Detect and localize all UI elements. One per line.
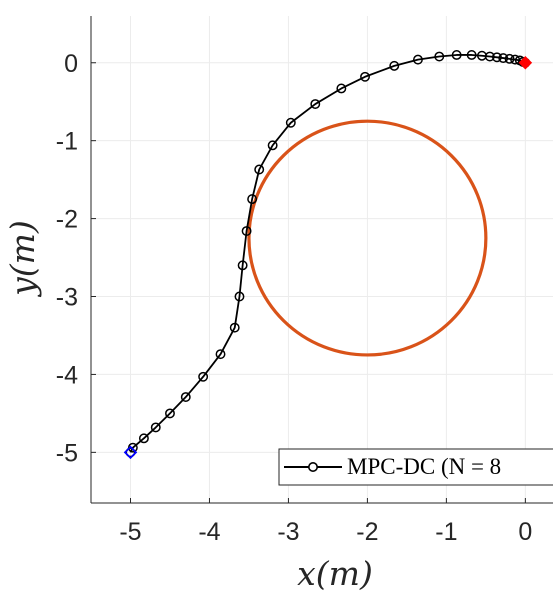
trajectory-point	[150, 422, 161, 433]
trajectory-point	[466, 50, 477, 60]
trajectory-point	[125, 447, 136, 458]
legend-label: MPC-DC (N = 8	[347, 454, 501, 479]
trajectory-point	[180, 392, 191, 402]
grid	[91, 16, 553, 503]
legend: MPC-DC (N = 8	[278, 448, 553, 486]
x-tick-label: -4	[198, 518, 220, 546]
trajectory-point	[165, 408, 175, 419]
trajectory-point	[504, 53, 515, 64]
trajectory-point	[413, 54, 423, 65]
y-tick-label: -2	[56, 206, 78, 234]
y-axis-label: y(m)	[3, 220, 42, 298]
x-tick-label: -2	[356, 518, 378, 546]
watermark: 知乎 @弱卓著	[432, 563, 520, 580]
trajectory-point	[229, 322, 240, 333]
x-tick-label: -1	[435, 518, 457, 546]
trajectory-point	[360, 71, 370, 82]
trajectory-point	[138, 433, 149, 444]
trajectory-point	[389, 60, 400, 71]
trajectory-point	[451, 50, 462, 60]
tick-labels: -5 -4 -3 -2 -1 0 0 -1 -2 -3 -4 -5	[56, 50, 533, 546]
x-axis-label: x(m)	[297, 554, 373, 593]
x-tick-label: 0	[518, 518, 532, 546]
trajectory-point	[484, 51, 495, 62]
x-tick-label: -5	[119, 518, 141, 546]
start-marker	[123, 445, 138, 460]
trajectory-point	[491, 52, 502, 63]
y-tick-label: -1	[56, 128, 78, 156]
y-tick-label: -3	[56, 284, 78, 312]
goal-marker	[518, 55, 533, 70]
y-tick-label: -4	[56, 361, 78, 389]
trajectory-point	[434, 51, 445, 62]
trajectory-point	[241, 226, 252, 237]
trajectory-point	[285, 117, 296, 128]
trajectory-point	[336, 83, 347, 94]
trajectory-point	[267, 140, 278, 151]
endpoint-markers	[123, 55, 533, 460]
y-tick-label: -5	[56, 439, 78, 467]
trajectory-point	[234, 291, 245, 302]
trajectory-point	[237, 260, 248, 271]
trajectory-point	[310, 99, 321, 109]
trajectory-point	[247, 194, 258, 205]
trajectory-point	[198, 371, 209, 382]
trajectory-point	[254, 164, 265, 175]
x-tick-label: -3	[277, 518, 299, 546]
trajectory-point	[215, 349, 226, 360]
legend-marker-sample	[307, 461, 318, 472]
obstacle-circle	[247, 119, 488, 357]
trajectory-point	[498, 53, 509, 64]
obstacle-layer	[247, 119, 488, 357]
y-tick-label: 0	[64, 50, 78, 78]
axes	[90, 16, 553, 504]
